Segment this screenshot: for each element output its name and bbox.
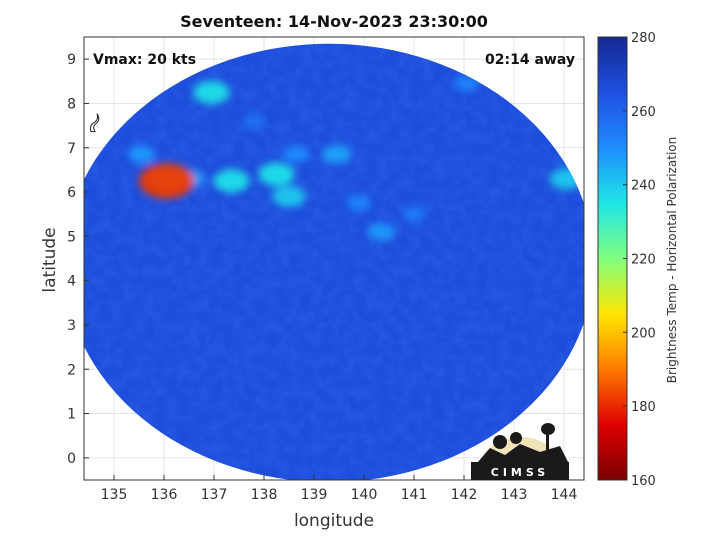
x-tick-label: 141 — [401, 487, 428, 503]
field-texture — [84, 43, 584, 480]
field-feature — [283, 146, 310, 163]
field-feature — [258, 162, 295, 186]
x-axis-ticks: 135 136 137 138 139 140 141 142 143 144 — [101, 475, 578, 503]
colorbar-tick-label: 260 — [631, 105, 656, 120]
field-feature — [213, 169, 250, 193]
field-feature — [243, 114, 265, 129]
logo-dish-2 — [510, 432, 522, 444]
colorbar-tick-label: 200 — [631, 326, 656, 341]
vmax-annotation: Vmax: 20 kts — [93, 52, 197, 68]
colorbar-gradient — [597, 36, 628, 481]
field-feature — [139, 163, 194, 199]
logo-tower-leg — [546, 432, 549, 454]
field-feature — [454, 75, 479, 92]
x-tick-label: 143 — [501, 487, 528, 503]
storm-symbol-shape — [89, 113, 100, 133]
axes-frame — [83, 36, 585, 481]
x-tick-label: 135 — [101, 487, 128, 503]
x-tick-label: 144 — [551, 487, 578, 503]
x-tick-label: 139 — [301, 487, 328, 503]
colorbar-tick-label: 280 — [631, 31, 656, 46]
x-axis-label: longitude — [293, 511, 375, 531]
logo-dish-1 — [493, 435, 507, 449]
logo-text: CIMSS — [491, 466, 549, 479]
y-tick-label: 3 — [67, 318, 76, 334]
colorbar: 160 180 200 220 240 260 280 — [597, 31, 656, 489]
colorbar-label: Brightness Temp - Horizontal Polarizatio… — [665, 136, 679, 384]
field-feature — [272, 185, 306, 208]
colorbar-tick-label: 240 — [631, 179, 656, 194]
y-tick-label: 0 — [67, 451, 76, 467]
cimss-logo-icon: CIMSS — [471, 423, 569, 480]
y-axis-ticks: 0 1 2 3 4 5 6 7 8 9 — [67, 52, 89, 467]
field-features — [127, 75, 584, 241]
logo-hills — [478, 444, 568, 462]
y-axis-label: latitude — [40, 227, 60, 293]
field-feature — [322, 145, 351, 164]
y-tick-label: 6 — [67, 185, 76, 201]
y-tick-label: 5 — [67, 229, 76, 245]
y-tick-label: 8 — [67, 96, 76, 112]
y-tick-label: 1 — [67, 407, 76, 423]
y-tick-label: 4 — [67, 274, 76, 290]
x-tick-label: 136 — [151, 487, 178, 503]
y-tick-label: 9 — [67, 52, 76, 68]
time-away-annotation: 02:14 away — [485, 52, 575, 68]
field-feature — [367, 223, 396, 241]
colorbar-tick-label: 220 — [631, 253, 656, 268]
field-feature — [193, 80, 230, 104]
field-feature — [346, 195, 372, 212]
plot-title: Seventeen: 14-Nov-2023 23:30:00 — [180, 12, 488, 31]
logo-tower-tank — [541, 423, 555, 435]
field-feature — [402, 206, 426, 222]
logo-band — [471, 462, 569, 480]
x-tick-label: 140 — [351, 487, 378, 503]
colorbar-tick-label: 180 — [631, 400, 656, 415]
x-tick-label: 137 — [201, 487, 228, 503]
x-tick-label: 138 — [251, 487, 278, 503]
brightness-field — [84, 43, 584, 480]
field-feature — [127, 145, 156, 164]
colorbar-tick-label: 160 — [631, 474, 656, 489]
y-tick-label: 7 — [67, 141, 76, 157]
y-tick-label: 2 — [67, 362, 76, 378]
x-tick-label: 142 — [451, 487, 478, 503]
storm-symbol-icon — [89, 113, 100, 133]
